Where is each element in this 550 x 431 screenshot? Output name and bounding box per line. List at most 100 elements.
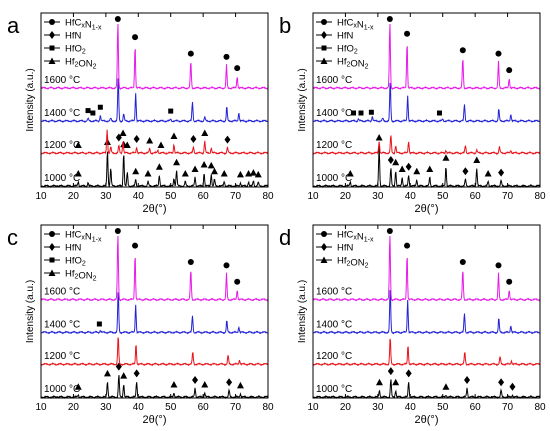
legend-label: HfCxN1-x xyxy=(65,18,102,32)
phase-marker-diamond xyxy=(509,382,516,391)
phase-marker-triangle xyxy=(74,383,82,390)
phase-marker-circle xyxy=(495,50,502,57)
legend-square-icon xyxy=(49,257,55,263)
x-tick-label: 10 xyxy=(35,402,47,413)
legend-triangle-icon xyxy=(320,57,328,64)
x-tick-label: 10 xyxy=(307,191,319,202)
phase-marker-triangle xyxy=(201,381,209,388)
phase-marker-diamond xyxy=(192,376,199,385)
y-axis-label: Intensity (a.u.) xyxy=(25,280,36,343)
series-line-1600C xyxy=(40,235,269,302)
xrd-panel-c: 1000 °C 1200 °C 1400 °C 1600 °C 10 20 30 40 50 60… xyxy=(7,224,274,426)
x-tick-label: 70 xyxy=(230,402,242,413)
phase-marker-circle xyxy=(506,278,513,285)
phase-marker-triangle xyxy=(442,383,450,390)
legend-circle-icon xyxy=(321,231,327,237)
phase-marker-square xyxy=(96,321,102,327)
x-tick-label: 20 xyxy=(340,402,352,413)
phase-marker-square xyxy=(97,104,103,110)
phase-marker-diamond xyxy=(405,369,412,378)
phase-marker-circle xyxy=(386,228,393,234)
series-label: 1000 °C xyxy=(44,173,80,184)
phase-marker-triangle xyxy=(123,141,131,148)
series-line-1400C xyxy=(312,82,541,124)
phase-marker-triangle xyxy=(236,170,244,178)
phase-marker-square xyxy=(358,110,364,116)
series-label: 1400 °C xyxy=(316,319,352,330)
legend-label: Hf2ON2 xyxy=(65,57,97,71)
phase-marker-triangle xyxy=(245,170,253,177)
x-tick-label: 20 xyxy=(68,191,80,202)
phase-marker-diamond xyxy=(133,369,140,378)
series-label: 1400 °C xyxy=(44,319,80,330)
x-tick-label: 30 xyxy=(100,191,112,202)
x-tick-label: 40 xyxy=(133,191,145,202)
phase-marker-square xyxy=(351,110,357,116)
phase-marker-square xyxy=(168,108,174,114)
legend-square-icon xyxy=(321,45,327,51)
phase-marker-triangle xyxy=(173,158,181,166)
x-tick-label: 50 xyxy=(437,191,449,202)
phase-marker-circle xyxy=(386,16,393,22)
series-line-1200C xyxy=(40,337,269,367)
phase-marker-diamond xyxy=(464,376,471,385)
panel-label: c xyxy=(7,225,18,250)
phase-marker-triangle xyxy=(119,129,127,136)
legend-label: HfN xyxy=(337,243,354,254)
x-tick-label: 40 xyxy=(405,402,417,413)
x-tick-label: 50 xyxy=(165,402,177,413)
series-label: 1000 °C xyxy=(316,173,352,184)
phase-marker-circle xyxy=(223,262,230,269)
legend-diamond-icon xyxy=(49,31,55,39)
legend-triangle-icon xyxy=(48,269,56,276)
legend-label: Hf2ON2 xyxy=(337,256,369,270)
phase-marker-triangle xyxy=(144,170,152,177)
phase-marker-triangle xyxy=(207,161,215,169)
phase-marker-diamond xyxy=(224,135,231,144)
x-tick-label: 10 xyxy=(307,402,319,413)
phase-marker-diamond xyxy=(387,156,394,164)
phase-marker-circle xyxy=(404,242,411,249)
phase-marker-triangle xyxy=(210,167,218,175)
phase-marker-circle xyxy=(234,278,241,285)
phase-marker-triangle xyxy=(120,372,128,379)
legend-diamond-icon xyxy=(321,243,327,251)
x-axis-label: 2θ(°) xyxy=(143,414,167,426)
x-tick-label: 50 xyxy=(165,191,177,202)
phase-marker-diamond xyxy=(498,378,505,387)
xrd-panel-d: 1000 °C 1200 °C 1400 °C 1600 °C 10 20 30 40 50 60… xyxy=(279,224,546,426)
phase-marker-diamond xyxy=(115,362,122,371)
legend-label: Hf2ON2 xyxy=(337,57,369,71)
phase-marker-triangle xyxy=(249,169,257,176)
legend-label: HfO2 xyxy=(337,44,358,56)
x-tick-label: 80 xyxy=(262,402,274,413)
series-line-1600C xyxy=(312,235,541,302)
phase-marker-triangle xyxy=(442,154,450,161)
phase-marker-triangle xyxy=(398,165,406,172)
phase-marker-triangle xyxy=(170,381,178,388)
series-label: 1400 °C xyxy=(44,108,80,119)
x-tick-label: 60 xyxy=(198,191,210,202)
x-tick-label: 70 xyxy=(502,402,514,413)
series-label: 1600 °C xyxy=(316,287,352,298)
series-line-1600C xyxy=(312,23,541,91)
x-axis-label: 2θ(°) xyxy=(415,414,439,426)
legend-label: Hf2ON2 xyxy=(65,269,97,283)
phase-marker-triangle xyxy=(103,369,111,377)
series-line-1200C xyxy=(312,338,541,367)
phase-marker-diamond xyxy=(190,135,197,143)
phase-marker-triangle xyxy=(254,170,262,178)
phase-marker-triangle xyxy=(220,170,228,177)
phase-marker-square xyxy=(368,109,374,115)
series-label: 1600 °C xyxy=(44,287,80,298)
phase-marker-circle xyxy=(187,259,194,266)
phase-marker-triangle xyxy=(74,170,82,177)
phase-marker-triangle xyxy=(392,158,400,166)
phase-marker-triangle xyxy=(157,141,165,148)
legend-triangle-icon xyxy=(48,57,56,64)
phase-marker-triangle xyxy=(146,137,154,144)
series-label: 1600 °C xyxy=(44,75,80,86)
series-label: 1400 °C xyxy=(316,108,352,119)
x-tick-label: 80 xyxy=(262,191,274,202)
